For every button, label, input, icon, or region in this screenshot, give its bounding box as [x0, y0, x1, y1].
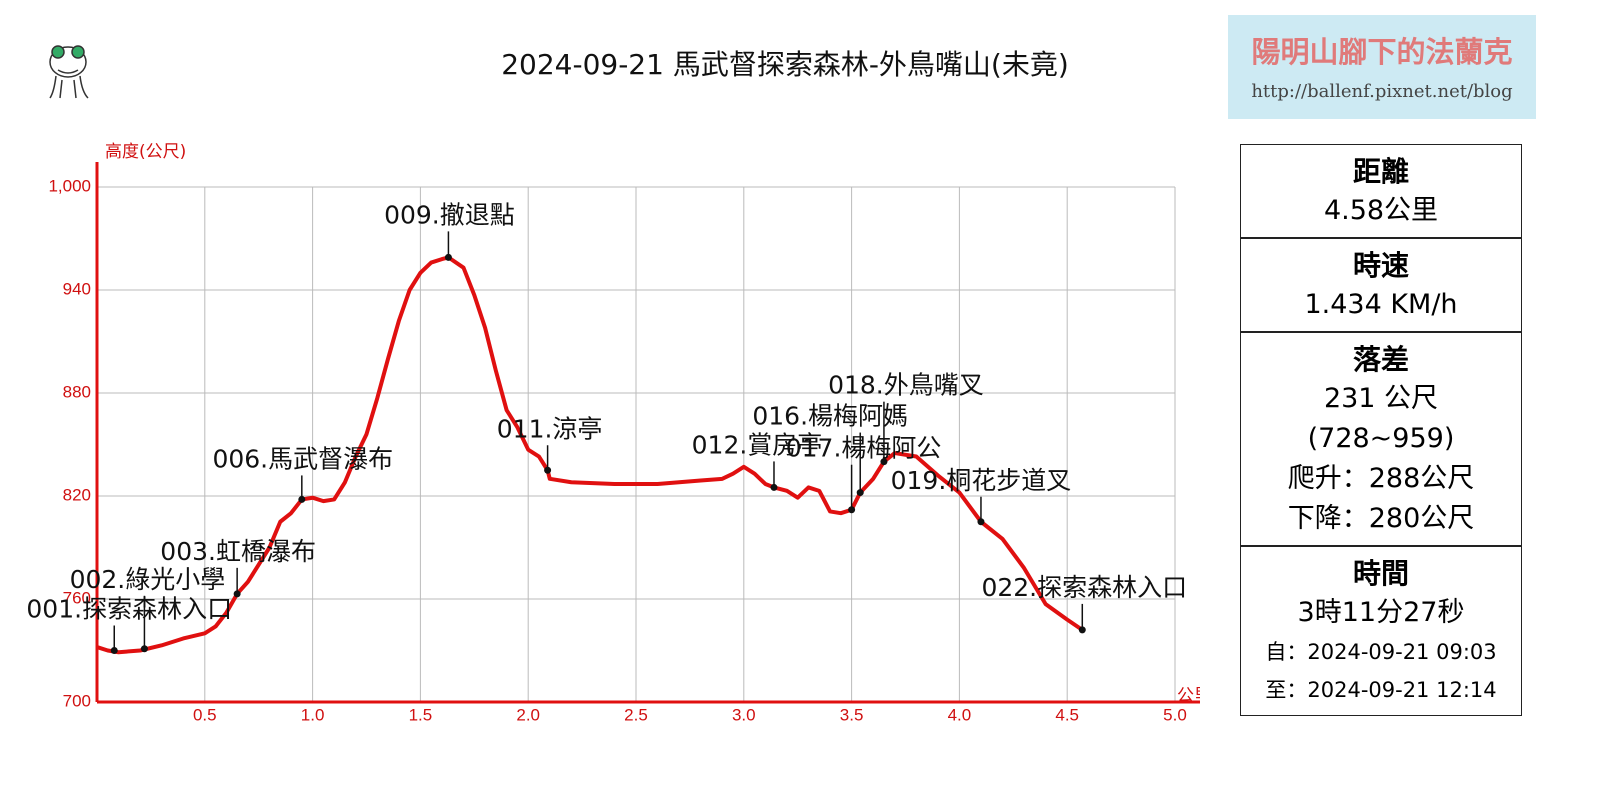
y-tick-label: 820	[63, 485, 91, 504]
waypoint	[110, 647, 118, 654]
x-tick-label: 5.0	[1163, 705, 1187, 724]
annotation-label: 018.外鳥嘴叉	[828, 371, 984, 400]
annotation-label: 017.楊梅阿公	[786, 434, 942, 463]
frog-icon	[49, 45, 89, 99]
stats-value: 至：2024-09-21 12:14	[1265, 678, 1497, 702]
waypoint	[848, 506, 856, 514]
y-tick-label: 700	[63, 691, 91, 710]
stats-value: 4.58公里	[1323, 195, 1439, 226]
stats-value: 自：2024-09-21 09:03	[1265, 640, 1497, 664]
waypoint	[977, 518, 985, 526]
y-tick-label: 760	[63, 588, 91, 607]
stats-heading: 時間	[1352, 557, 1409, 590]
stats-section: 落差 231 公尺 (728~959) 爬升：288公尺 下降：280公尺	[1241, 331, 1521, 545]
stats-panel: 距離 4.58公里 時速 1.434 KM/h 落差 231 公尺 (728~959) 爬升：…	[1240, 144, 1522, 716]
x-tick-label: 0.5	[193, 705, 217, 724]
y-tick-label: 940	[63, 279, 91, 298]
stats-value: 爬升：288公尺	[1287, 463, 1475, 494]
annotation-label: 001.探索森林入口	[26, 595, 232, 624]
annotation-label: 012.賞房亭	[692, 430, 823, 459]
y-tick-label: 1,000	[48, 176, 91, 195]
stats-section: 時速 1.434 KM/h	[1241, 237, 1521, 331]
annotation-label: 019.桐花步道叉	[891, 466, 1072, 495]
x-tick-label: 1.0	[301, 705, 325, 724]
stats-value: 3時11分27秒	[1297, 597, 1465, 628]
stats-heading: 距離	[1352, 155, 1409, 188]
waypoint	[1078, 626, 1086, 634]
stats-value: 231 公尺	[1323, 383, 1439, 414]
waypoint	[140, 645, 148, 653]
elevation-line	[96, 255, 1084, 655]
stats-value: 1.434 KM/h	[1304, 289, 1458, 320]
blog-badge: 陽明山腳下的法蘭克 http://ballenf.pixnet.net/blog	[1228, 15, 1536, 119]
stats-heading: 落差	[1352, 343, 1409, 376]
waypoint	[770, 483, 778, 491]
waypoint	[880, 458, 888, 466]
y-tick-label: 880	[63, 382, 91, 401]
chart-title: 2024-09-21 馬武督探索森林-外鳥嘴山(未竟)	[501, 48, 1069, 81]
stats-section: 距離 4.58公里	[1241, 145, 1521, 237]
annotation-label: 006.馬武督瀑布	[212, 444, 393, 473]
stats-value: 下降：280公尺	[1287, 503, 1475, 534]
stats-value: (728~959)	[1307, 423, 1455, 454]
x-tick-label: 2.5	[624, 705, 648, 724]
x-tick-label: 3.0	[732, 705, 756, 724]
annotation-label: 002.綠光小學	[70, 565, 226, 594]
waypoint	[544, 466, 552, 474]
stats-section: 時間 3時11分27秒自：2024-09-21 09:03 至：2024-09-21…	[1241, 545, 1521, 715]
waypoint	[298, 495, 306, 503]
x-tick-label: 3.5	[840, 705, 864, 724]
blog-url: http://ballenf.pixnet.net/blog	[1251, 81, 1513, 102]
annotation-label: 003.虹橋瀑布	[160, 537, 316, 566]
x-tick-label: 2.0	[516, 705, 540, 724]
x-tick-label: 1.5	[409, 705, 433, 724]
waypoint	[444, 253, 452, 261]
waypoint	[856, 489, 864, 497]
x-tick-label: 4.0	[948, 705, 972, 724]
waypoint	[233, 590, 241, 598]
stats-heading: 時速	[1352, 249, 1409, 282]
blog-title: 陽明山腳下的法蘭克	[1251, 35, 1513, 69]
annotation-label: 011.涼亭	[497, 414, 603, 443]
annotation-label: 022.探索森林入口	[981, 573, 1187, 602]
x-tick-label: 4.5	[1055, 705, 1079, 724]
annotation-label: 016.楊梅阿媽	[752, 402, 908, 431]
y-axis-label: 高度(公尺)	[105, 142, 186, 162]
chart: 2024-09-21 馬武督探索森林-外鳥嘴山(未竟) 高度(公尺) 公里 70…	[26, 45, 1200, 724]
annotation-label: 009.撤退點	[384, 200, 515, 229]
